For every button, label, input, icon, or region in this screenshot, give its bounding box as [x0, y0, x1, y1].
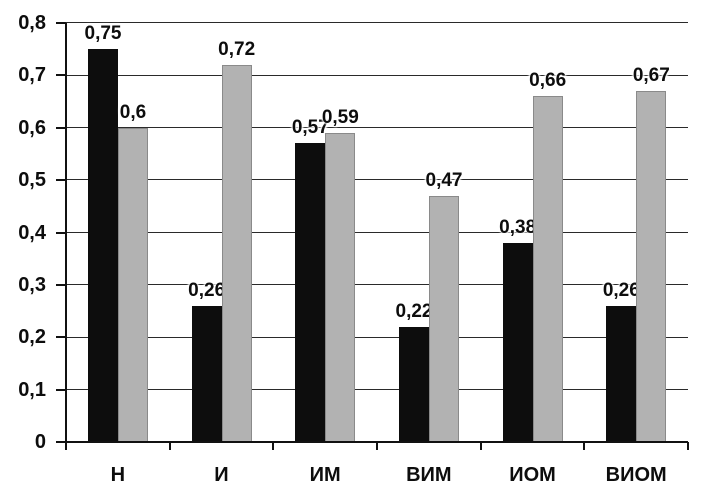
- y-tick-label: 0,2: [18, 326, 46, 349]
- x-axis: [66, 441, 688, 443]
- data-label: 0,57: [291, 117, 329, 139]
- data-label: 0,38: [499, 216, 537, 238]
- x-tick-mark: [65, 442, 67, 450]
- gridline: [66, 179, 688, 181]
- data-label: 0,22: [395, 300, 433, 322]
- x-tick-mark: [272, 442, 275, 450]
- y-tick-label: 0,3: [18, 273, 46, 296]
- y-tick-label: 0: [34, 431, 46, 453]
- bar-black-series: [502, 242, 533, 442]
- data-label: 0,47: [425, 169, 463, 191]
- x-tick-mark: [479, 442, 482, 450]
- x-tick-label: ВИМ: [406, 464, 452, 486]
- y-tick-mark: [56, 179, 66, 182]
- bar-black-series: [606, 305, 637, 442]
- x-tick-label: ИМ: [309, 464, 341, 486]
- gridline: [66, 284, 688, 286]
- y-tick-mark: [56, 231, 66, 234]
- x-tick-label: ВИОМ: [605, 464, 667, 486]
- y-tick-label: 0,1: [18, 378, 46, 401]
- y-tick-mark: [56, 22, 66, 24]
- bar-black-series: [295, 143, 326, 442]
- y-tick-label: 0,4: [18, 221, 46, 244]
- x-tick-label: ИОМ: [509, 464, 556, 486]
- y-tick-mark: [56, 126, 66, 129]
- y-tick-mark: [56, 336, 66, 339]
- data-label: 0,66: [529, 70, 567, 92]
- x-tick-label: Н: [110, 464, 126, 486]
- bar-black-series: [399, 326, 429, 442]
- y-tick-label: 0,7: [18, 64, 46, 87]
- x-tick-mark: [168, 442, 171, 450]
- gridline: [66, 74, 688, 76]
- y-tick-label: 0,6: [18, 116, 46, 139]
- gridline: [66, 22, 688, 24]
- bar-gray-series: [118, 127, 148, 442]
- y-tick-label: 0,8: [18, 12, 46, 34]
- data-label: 0,26: [188, 279, 226, 301]
- gridline: [66, 231, 688, 233]
- bar-gray-series: [532, 96, 563, 442]
- y-tick-mark: [56, 441, 66, 443]
- bar-gray-series: [636, 91, 667, 442]
- data-label: 0,26: [602, 279, 640, 301]
- y-tick-label: 0,5: [18, 169, 46, 192]
- bar-gray-series: [429, 195, 459, 442]
- bar-black-series: [88, 49, 118, 442]
- data-label: 0,6: [119, 101, 147, 123]
- bar-gray-series: [325, 132, 356, 442]
- data-label: 0,72: [218, 38, 256, 60]
- gridline: [66, 388, 688, 390]
- y-axis: [65, 23, 67, 443]
- data-label: 0,67: [632, 65, 670, 87]
- y-tick-mark: [56, 283, 66, 286]
- bar-gray-series: [221, 64, 252, 442]
- y-tick-mark: [56, 74, 66, 77]
- bar-black-series: [191, 305, 222, 442]
- x-tick-mark: [687, 442, 689, 450]
- x-tick-mark: [376, 442, 378, 450]
- data-label: 0,75: [84, 23, 122, 45]
- gridline: [66, 127, 688, 128]
- y-tick-mark: [56, 388, 66, 391]
- x-tick-mark: [583, 442, 586, 450]
- data-label: 0,59: [321, 106, 359, 128]
- gridline: [66, 336, 688, 338]
- x-tick-label: И: [214, 464, 229, 486]
